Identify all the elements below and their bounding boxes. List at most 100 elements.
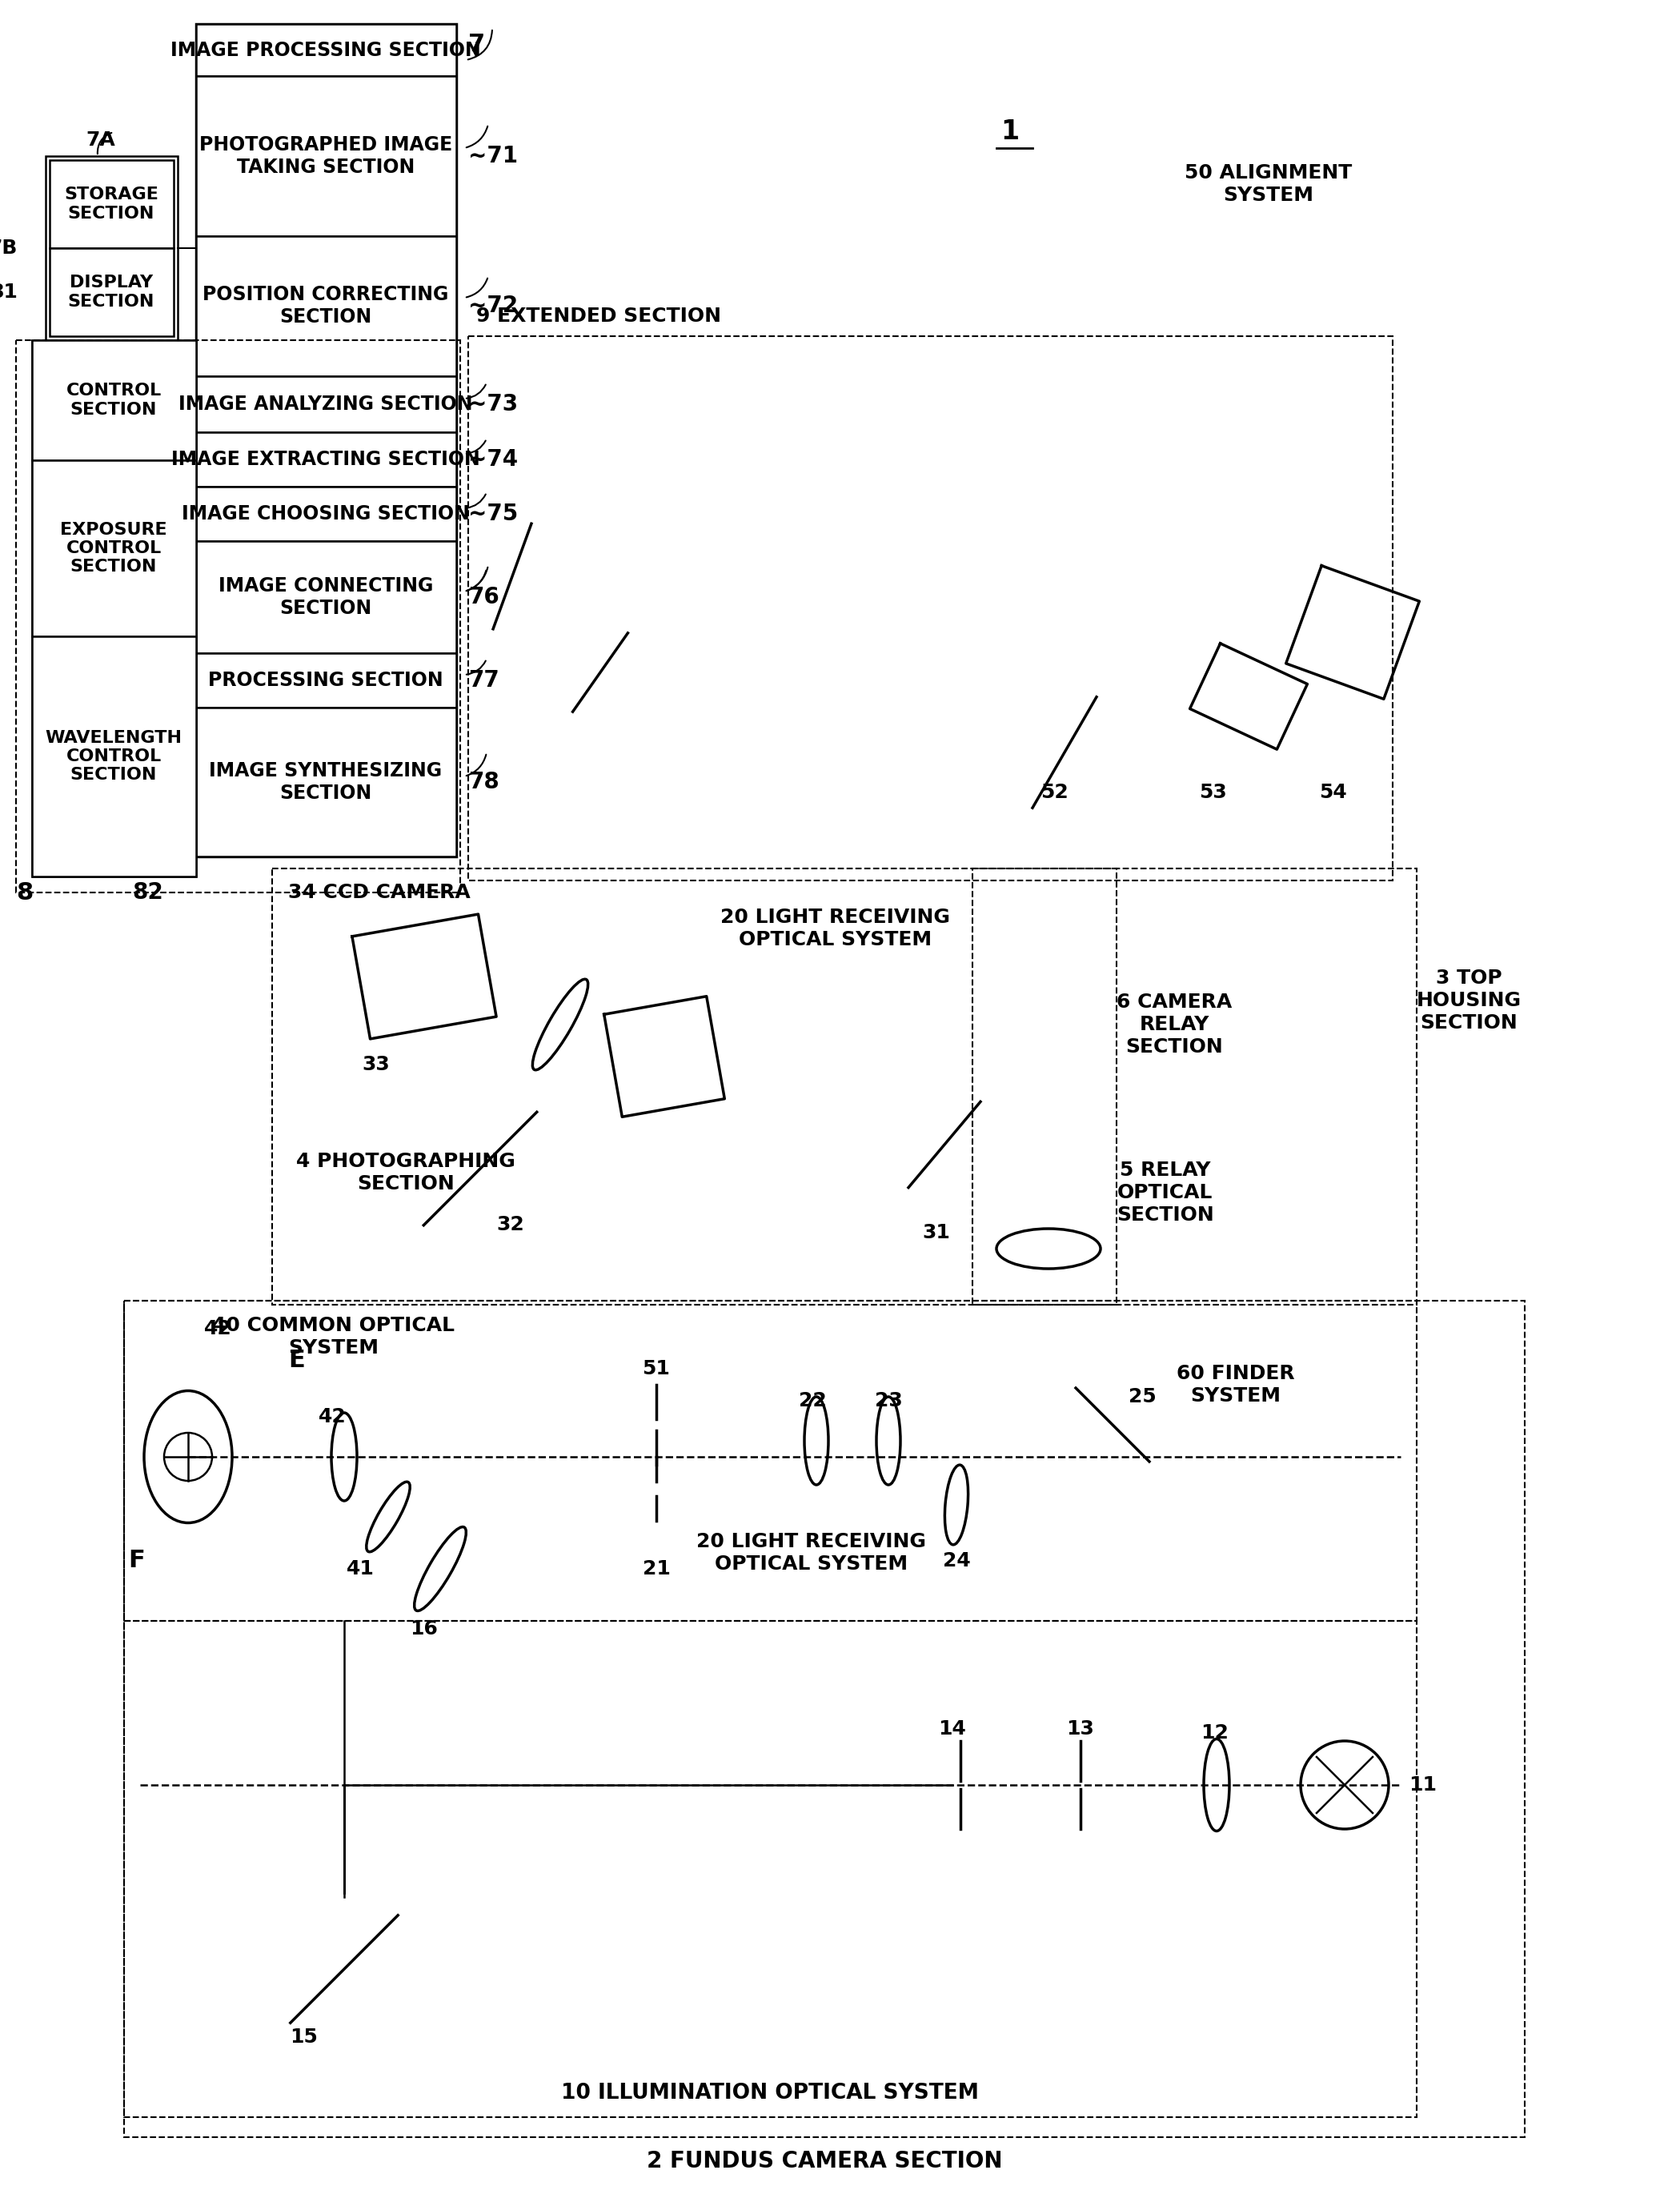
Text: 15: 15 [291, 2027, 318, 2047]
Text: 22: 22 [798, 1391, 827, 1411]
Text: EXPOSURE
CONTROL
SECTION: EXPOSURE CONTROL SECTION [60, 522, 166, 575]
Text: PHOTOGRAPHED IMAGE
TAKING SECTION: PHOTOGRAPHED IMAGE TAKING SECTION [200, 136, 452, 178]
Text: 50 ALIGNMENT
SYSTEM: 50 ALIGNMENT SYSTEM [1184, 162, 1352, 204]
Text: 41: 41 [346, 1560, 375, 1577]
Text: 9 EXTENDED SECTION: 9 EXTENDED SECTION [475, 307, 721, 325]
Text: 4 PHOTOGRAPHING
SECTION: 4 PHOTOGRAPHING SECTION [296, 1152, 516, 1194]
Text: 10 ILLUMINATION OPTICAL SYSTEM: 10 ILLUMINATION OPTICAL SYSTEM [561, 2082, 979, 2104]
Text: 51: 51 [642, 1358, 670, 1378]
Text: 42: 42 [318, 1406, 346, 1426]
Text: IMAGE SYNTHESIZING
SECTION: IMAGE SYNTHESIZING SECTION [210, 761, 442, 803]
Text: 2 FUNDUS CAMERA SECTION: 2 FUNDUS CAMERA SECTION [647, 2150, 1003, 2172]
Bar [124, 1301, 1525, 2137]
Bar [124, 1301, 1416, 1621]
Text: 40 COMMON OPTICAL
SYSTEM: 40 COMMON OPTICAL SYSTEM [212, 1316, 455, 1358]
Ellipse shape [366, 1481, 410, 1551]
Ellipse shape [165, 1433, 212, 1481]
Bar [973, 869, 1416, 1305]
Text: 42: 42 [203, 1319, 232, 1338]
Text: 60 FINDER
SYSTEM: 60 FINDER SYSTEM [1176, 1365, 1295, 1406]
Text: 7B: 7B [0, 239, 17, 257]
Text: POSITION CORRECTING
SECTION: POSITION CORRECTING SECTION [203, 285, 449, 327]
Text: CONTROL
SECTION: CONTROL SECTION [66, 384, 161, 417]
Text: 20 LIGHT RECEIVING
OPTICAL SYSTEM: 20 LIGHT RECEIVING OPTICAL SYSTEM [721, 908, 951, 950]
Text: STORAGE
SECTION: STORAGE SECTION [64, 186, 158, 222]
Bar [197, 24, 457, 856]
Text: F: F [128, 1549, 144, 1573]
Ellipse shape [877, 1398, 900, 1485]
Bar [197, 237, 457, 375]
Bar [32, 340, 197, 461]
Text: 7A: 7A [86, 129, 114, 149]
Text: IMAGE PROCESSING SECTION: IMAGE PROCESSING SECTION [171, 42, 480, 59]
Bar [197, 77, 457, 237]
Text: 3 TOP
HOUSING
SECTION: 3 TOP HOUSING SECTION [1416, 970, 1522, 1033]
Text: DISPLAY
SECTION: DISPLAY SECTION [67, 274, 155, 309]
Text: PROCESSING SECTION: PROCESSING SECTION [208, 671, 444, 689]
Bar [197, 709, 457, 856]
Text: 21: 21 [642, 1560, 670, 1577]
Text: IMAGE EXTRACTING SECTION: IMAGE EXTRACTING SECTION [171, 450, 480, 470]
Text: 24: 24 [942, 1551, 971, 1571]
Text: 52: 52 [1040, 783, 1068, 803]
Text: 23: 23 [875, 1391, 902, 1411]
Text: 54: 54 [1319, 783, 1347, 803]
Text: 33: 33 [363, 1055, 390, 1075]
Text: 14: 14 [939, 1720, 966, 1738]
Bar [32, 340, 197, 875]
Bar [197, 654, 457, 709]
Ellipse shape [805, 1398, 828, 1485]
Text: IMAGE CONNECTING
SECTION: IMAGE CONNECTING SECTION [218, 577, 433, 619]
Text: ~71: ~71 [469, 145, 517, 167]
Ellipse shape [415, 1527, 465, 1610]
Bar [272, 869, 1117, 1305]
Bar [45, 156, 178, 340]
Text: 81: 81 [0, 283, 17, 303]
Text: 16: 16 [410, 1619, 438, 1639]
Text: E: E [289, 1349, 304, 1373]
Ellipse shape [144, 1391, 232, 1523]
Text: 20 LIGHT RECEIVING
OPTICAL SYSTEM: 20 LIGHT RECEIVING OPTICAL SYSTEM [696, 1531, 926, 1573]
Text: ~72: ~72 [469, 294, 517, 316]
Text: 8: 8 [17, 880, 34, 904]
Bar [197, 375, 457, 432]
Text: 5 RELAY
OPTICAL
SECTION: 5 RELAY OPTICAL SECTION [1117, 1161, 1215, 1224]
Text: 78: 78 [469, 770, 499, 794]
Ellipse shape [944, 1466, 968, 1545]
Ellipse shape [331, 1413, 356, 1501]
Text: 31: 31 [922, 1222, 951, 1242]
Text: 76: 76 [469, 586, 499, 608]
Text: 82: 82 [133, 882, 163, 904]
Text: 7: 7 [469, 33, 486, 55]
Bar [17, 340, 460, 893]
Bar [32, 636, 197, 875]
Bar [197, 487, 457, 542]
Text: IMAGE ANALYZING SECTION: IMAGE ANALYZING SECTION [178, 395, 472, 415]
Text: 34 CCD CAMERA: 34 CCD CAMERA [289, 882, 470, 902]
Bar [197, 24, 457, 77]
Text: IMAGE CHOOSING SECTION: IMAGE CHOOSING SECTION [181, 505, 470, 524]
Text: 77: 77 [469, 669, 499, 691]
Bar [124, 1621, 1416, 2117]
Text: 53: 53 [1198, 783, 1226, 803]
Bar [469, 336, 1393, 880]
Text: ~73: ~73 [469, 393, 517, 415]
Text: ~74: ~74 [469, 448, 517, 472]
Text: 25: 25 [1129, 1387, 1156, 1406]
Ellipse shape [996, 1229, 1100, 1268]
Text: 1: 1 [1001, 118, 1020, 145]
Bar [50, 160, 173, 248]
Bar [197, 432, 457, 487]
Text: 6 CAMERA
RELAY
SECTION: 6 CAMERA RELAY SECTION [1117, 992, 1231, 1058]
Text: ~75: ~75 [469, 502, 517, 524]
Circle shape [1300, 1742, 1389, 1830]
Bar [50, 248, 173, 336]
Text: 32: 32 [496, 1215, 524, 1235]
Text: 11: 11 [1408, 1775, 1436, 1795]
Text: 13: 13 [1067, 1720, 1094, 1738]
Ellipse shape [1205, 1740, 1230, 1832]
Ellipse shape [533, 979, 588, 1071]
Text: WAVELENGTH
CONTROL
SECTION: WAVELENGTH CONTROL SECTION [45, 731, 181, 783]
Bar [32, 461, 197, 636]
Bar [197, 542, 457, 654]
